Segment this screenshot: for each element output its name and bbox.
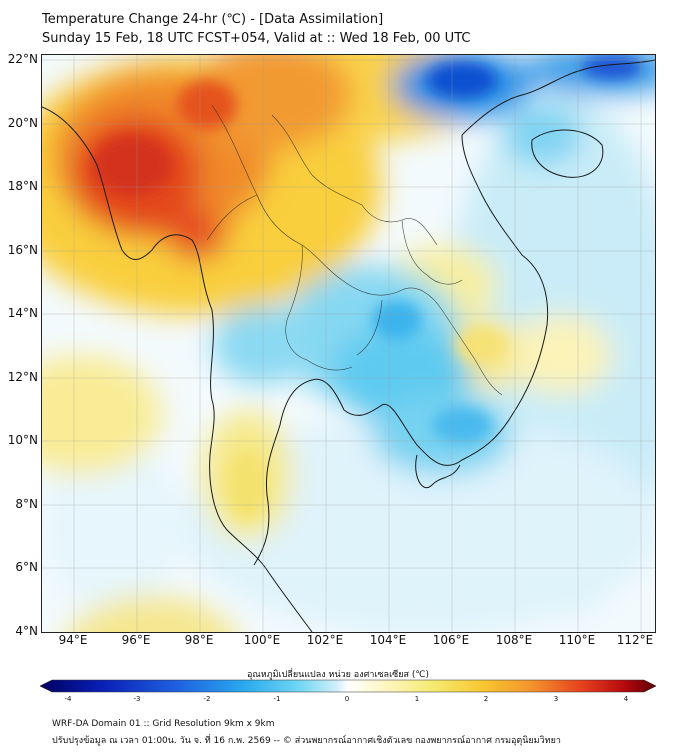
lon-tick-label: 102°E <box>306 633 344 647</box>
colorbar <box>40 679 656 693</box>
map-panel <box>41 54 656 633</box>
colorbar-tick: -1 <box>273 695 281 703</box>
lon-tick-label: 108°E <box>495 633 533 647</box>
footer-model-info: WRF-DA Domain 01 :: Grid Resolution 9km … <box>52 719 275 729</box>
lat-tick-label: 20°N <box>7 116 38 130</box>
lat-tick-label: 8°N <box>15 497 38 511</box>
graticule <box>42 55 655 632</box>
colorbar-tick: 4 <box>623 695 629 703</box>
temperature-change-map <box>42 55 655 632</box>
footer-credit: ปรับปรุงข้อมูล ณ เวลา 01:00น. วัน จ. ที่… <box>52 736 561 746</box>
admin-borders <box>206 104 503 396</box>
lon-tick-label: 110°E <box>558 633 596 647</box>
temperature-field-detail <box>92 55 642 520</box>
colorbar-tick: 3 <box>553 695 559 703</box>
lon-tick-label: 96°E <box>121 633 151 647</box>
lon-tick-label: 104°E <box>369 633 407 647</box>
colorbar-tick: -2 <box>203 695 211 703</box>
temperature-field <box>42 55 655 632</box>
lon-tick-label: 100°E <box>243 633 281 647</box>
map-title: Temperature Change 24-hr (℃) - [Data Ass… <box>42 12 384 27</box>
map-subtitle: Sunday 15 Feb, 18 UTC FCST+054, Valid at… <box>42 31 471 46</box>
lon-tick-label: 94°E <box>58 633 88 647</box>
lat-tick-label: 10°N <box>7 433 38 447</box>
lat-tick-label: 4°N <box>15 624 38 638</box>
colorbar-tick: 1 <box>414 695 420 703</box>
colorbar-tick: 0 <box>344 695 350 703</box>
colorbar-tick: -4 <box>64 695 72 703</box>
lat-tick-label: 16°N <box>7 243 38 257</box>
lon-tick-label: 106°E <box>432 633 470 647</box>
lat-tick-label: 18°N <box>7 179 38 193</box>
lon-tick-label: 98°E <box>184 633 214 647</box>
lat-tick-label: 12°N <box>7 370 38 384</box>
lat-tick-label: 14°N <box>7 306 38 320</box>
colorbar-label: อุณหภูมิเปลี่ยนแปลง หน่วย องศาเซลเซียส (… <box>246 670 430 680</box>
lat-tick-label: 22°N <box>7 52 38 66</box>
lat-tick-label: 6°N <box>15 560 38 574</box>
coastlines <box>42 59 655 632</box>
lon-tick-label: 112°E <box>616 633 654 647</box>
colorbar-tick: -3 <box>133 695 141 703</box>
colorbar-tick: 2 <box>483 695 489 703</box>
